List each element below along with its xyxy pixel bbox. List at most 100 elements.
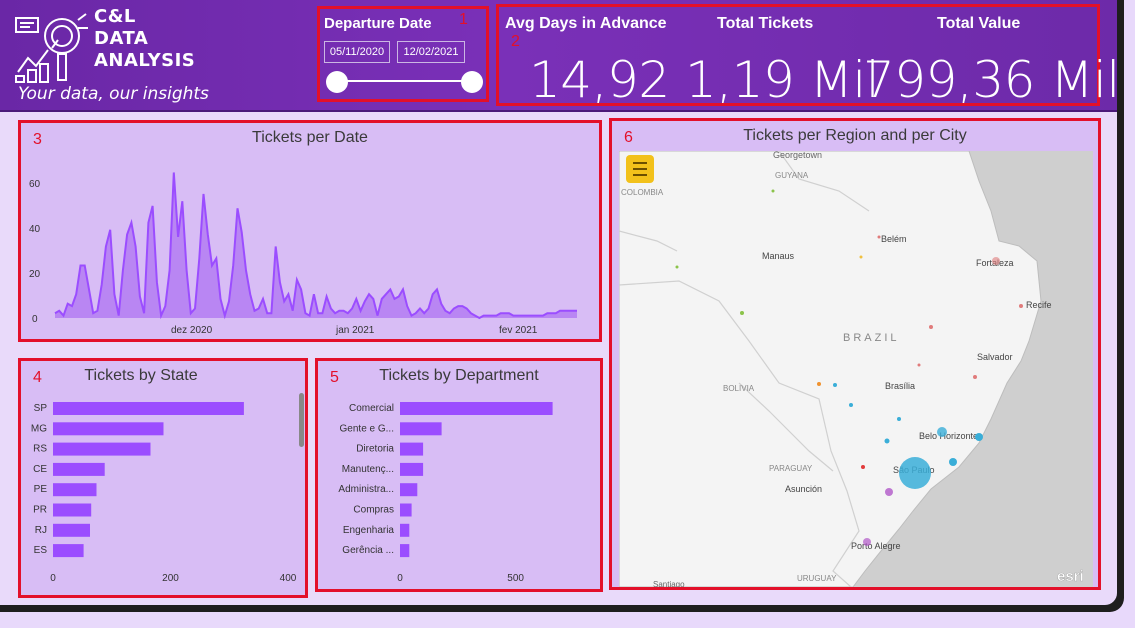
city-bubble [771, 189, 775, 193]
map-label-recife: Recife [1026, 300, 1052, 310]
map-label-colombia: COLOMBIA [621, 188, 664, 197]
map-label-belo-horizonte: Belo Horizonte [919, 431, 978, 441]
category-label: Comercial [349, 403, 394, 414]
category-label: Compras [353, 505, 394, 516]
end-date-input[interactable]: 12/02/2021 [397, 41, 465, 63]
company-logo: C&L DATA ANALYSIS Your data, our insight… [10, 4, 209, 104]
city-bubble [859, 255, 863, 259]
date-range-slider-track[interactable] [338, 80, 474, 82]
logo-text: C&L DATA ANALYSIS [94, 6, 195, 72]
map-label-georgetown: Georgetown [773, 151, 822, 160]
category-label: Gente e G... [340, 423, 394, 434]
country-borders [619, 151, 870, 587]
tickets-by-department-title: Tickets by Department [379, 367, 539, 384]
bar[interactable] [400, 422, 442, 436]
bar[interactable] [400, 442, 424, 456]
map-label-porto-alegre: Porto Alegre [851, 541, 901, 551]
category-label: ES [34, 545, 48, 556]
departure-date-slicer[interactable]: Departure Date 1 05/11/2020 12/02/2021 [317, 6, 489, 102]
bar[interactable] [53, 462, 105, 476]
avg-days-label: Avg Days in Advance [505, 15, 667, 32]
y-tick-label: 0 [32, 314, 38, 325]
analytics-logo-icon [15, 13, 88, 83]
total-tickets-label: Total Tickets [717, 15, 814, 32]
x-tick-label: fev 2021 [499, 325, 538, 336]
tickets-by-state-chart[interactable]: SP MG RS CE PE PR RJ ES 0 200 400 [21, 361, 305, 595]
city-bubble [897, 417, 901, 421]
bar[interactable] [53, 402, 244, 415]
total-value-value: 799,36 Mil [863, 51, 1117, 109]
bar[interactable] [53, 442, 151, 456]
bar[interactable] [53, 544, 84, 558]
category-label: Gerência ... [342, 545, 394, 556]
tickets-by-department-chart[interactable]: Comercial Gente e G... Diretoria Manutenç..… [318, 361, 600, 589]
bar[interactable] [53, 483, 97, 497]
slicer-title: Departure Date [324, 15, 432, 32]
end-date-handle[interactable] [461, 71, 483, 93]
category-label: Engenharia [343, 525, 395, 536]
city-bubble [975, 433, 983, 441]
map-label-santiago: Santiago [653, 580, 685, 587]
logo-line-3: ANALYSIS [94, 50, 196, 71]
start-date-handle[interactable] [326, 71, 348, 93]
bar[interactable] [53, 503, 92, 517]
map-menu-button[interactable] [626, 155, 654, 183]
date-chart-callout-number: 3 [33, 131, 42, 148]
x-tick-label: 400 [280, 573, 297, 584]
tickets-area-fill [55, 172, 577, 318]
logo-line-2: DATA [94, 28, 149, 49]
tickets-per-date-panel: Tickets per Date 3 60 40 20 0 dez 2020 j… [18, 120, 602, 342]
map-label-brasilia: Brasília [885, 381, 915, 391]
category-label: RS [33, 444, 47, 455]
total-tickets-value: 1,19 Mil [685, 51, 880, 109]
map-label-asuncion: Asunción [785, 484, 822, 494]
region-city-map[interactable]: Georgetown GUYANA COLOMBIA Manaus Belém … [619, 151, 1093, 587]
tickets-by-state-title: Tickets by State [84, 367, 198, 384]
department-chart-callout-number: 5 [330, 369, 339, 386]
bar[interactable] [53, 422, 164, 436]
category-label: RJ [35, 525, 47, 536]
avg-days-value: 14,92 [529, 51, 670, 109]
logo-tagline: Your data, our insights [18, 84, 209, 104]
logo-line-1: C&L [94, 6, 136, 27]
city-bubble [884, 438, 890, 444]
start-date-input[interactable]: 05/11/2020 [324, 41, 390, 63]
city-bubble [817, 382, 821, 386]
bar[interactable] [400, 523, 410, 537]
category-label: Diretoria [356, 444, 394, 455]
scrollbar[interactable] [299, 393, 304, 447]
city-bubble [833, 383, 837, 387]
category-label: MG [31, 423, 47, 434]
city-bubble [1019, 304, 1023, 308]
city-bubble [949, 458, 957, 466]
bar[interactable] [400, 462, 424, 476]
y-tick-label: 60 [29, 179, 41, 190]
map-label-bolivia: BOLIVIA [723, 384, 755, 393]
esri-attribution-logo: esri [1057, 568, 1084, 585]
report-canvas: C&L DATA ANALYSIS Your data, our insight… [0, 0, 1117, 605]
city-bubble-belo-horizonte [937, 427, 947, 437]
kpi-cards: 2 Avg Days in Advance 14,92 Total Ticket… [496, 4, 1117, 109]
tickets-by-department-panel: Tickets by Department 5 Comercial Gente e… [315, 358, 603, 592]
map-label-belem: Belém [881, 234, 907, 244]
city-bubble [849, 403, 853, 407]
map-label-uruguay: URUGUAY [797, 574, 837, 583]
map-callout-number: 6 [624, 129, 633, 146]
tickets-line-series[interactable] [54, 172, 577, 320]
x-tick-label: 0 [397, 573, 403, 584]
bar[interactable] [400, 503, 412, 517]
category-label: CE [33, 464, 47, 475]
tickets-per-date-chart[interactable]: 60 40 20 0 dez 2020 jan 2021 fev 2021 [21, 123, 599, 339]
bar[interactable] [400, 544, 410, 558]
city-bubble [929, 325, 933, 329]
south-america-landmass [619, 151, 1042, 587]
city-bubble-sao-paulo [899, 457, 931, 489]
bar[interactable] [53, 523, 90, 537]
bar[interactable] [400, 483, 418, 497]
map-label-brazil: BRAZIL [843, 332, 900, 344]
y-tick-label: 40 [29, 224, 41, 235]
menu-icon-line [633, 168, 647, 170]
bar[interactable] [400, 402, 553, 415]
city-bubble [861, 465, 865, 469]
x-tick-label: 500 [507, 573, 524, 584]
